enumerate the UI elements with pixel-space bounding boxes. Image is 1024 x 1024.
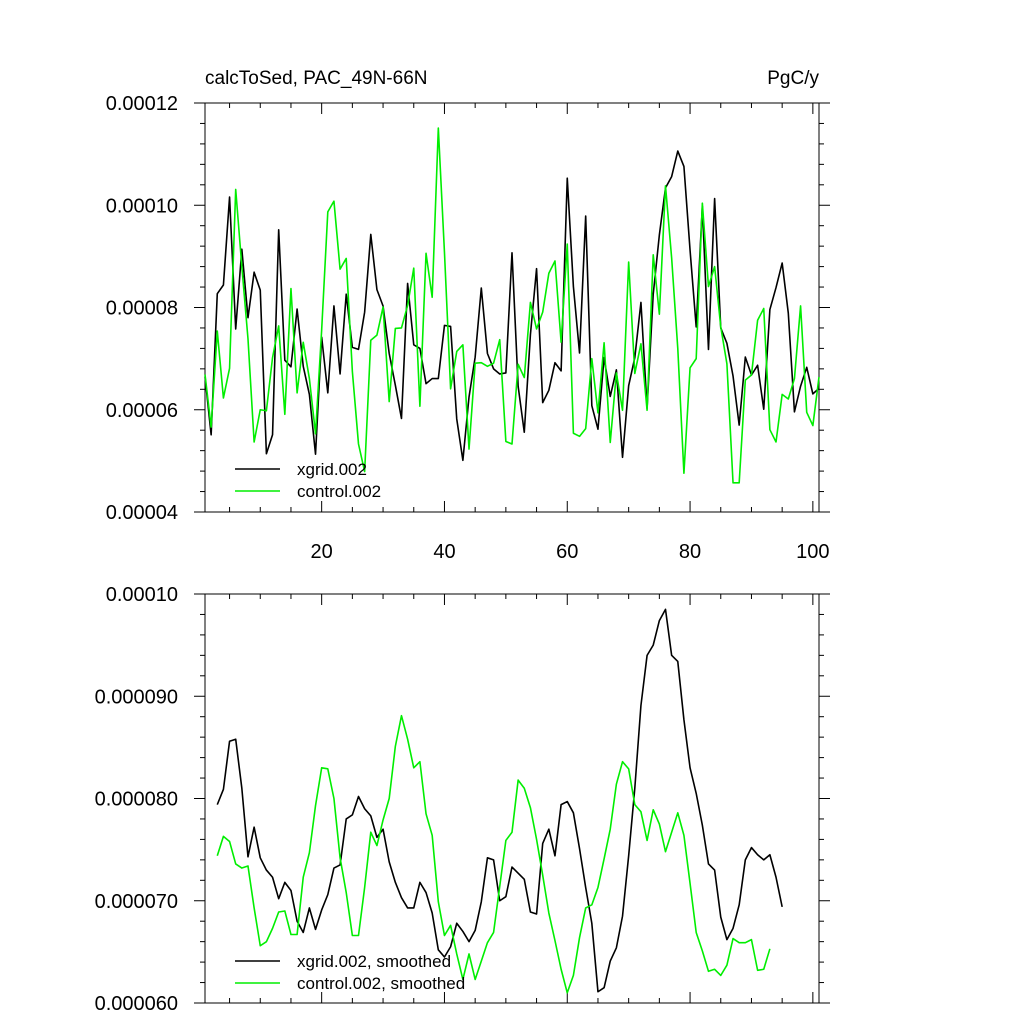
x-tick-label: 100 xyxy=(796,541,829,563)
y-tick-label: 0.00006 xyxy=(106,400,178,422)
x-tick-label: 80 xyxy=(679,541,701,563)
series-line-control-002 xyxy=(204,127,820,484)
y-tick-label: 0.000060 xyxy=(95,993,178,1015)
bottom-plot-frame xyxy=(204,593,820,1004)
y-tick-label: 0.00010 xyxy=(106,195,178,217)
top-axis-ticks xyxy=(194,102,830,513)
bottom-legend: xgrid.002, smoothed control.002, smoothed xyxy=(235,952,465,993)
bottom-axis-ticks xyxy=(194,593,830,1004)
legend-label-control-002: control.002 xyxy=(297,482,381,501)
legend-label-xgrid-002-smoothed: xgrid.002, smoothed xyxy=(297,952,451,971)
y-tick-label: 0.00008 xyxy=(106,298,178,320)
top-panel: calcToSed, PAC_49N-66N PgC/y 20 40 60 80 100… xyxy=(106,68,830,563)
y-tick-label: 0.00010 xyxy=(106,584,178,606)
bottom-series-lines xyxy=(216,608,783,994)
top-plot-frame xyxy=(204,102,820,513)
y-tick-label: 0.00004 xyxy=(106,502,178,524)
legend-label-xgrid-002: xgrid.002 xyxy=(297,460,367,479)
units-label: PgC/y xyxy=(767,68,819,89)
bottom-tick-labels: 0.000060 0.000070 0.000080 0.000090 0.00010 xyxy=(95,584,178,1015)
top-legend: xgrid.002 control.002 xyxy=(235,460,381,501)
y-tick-label: 0.000080 xyxy=(95,789,178,811)
top-series-lines xyxy=(204,127,820,484)
chart-title: calcToSed, PAC_49N-66N xyxy=(205,68,427,89)
y-tick-label: 0.00012 xyxy=(106,93,178,115)
top-tick-labels: 20 40 60 80 100 0.00004 0.00006 0.00008 0.00010 0… xyxy=(106,93,830,563)
bottom-panel: 0.0000600.0000700.0000800.0000900.00010 … xyxy=(95,584,830,1015)
x-tick-label: 40 xyxy=(433,541,455,563)
y-tick-label: 0.000090 xyxy=(95,686,178,708)
series-line-xgrid-002 xyxy=(204,150,820,462)
legend-label-control-002-smoothed: control.002, smoothed xyxy=(297,974,465,993)
x-tick-label: 60 xyxy=(556,541,578,563)
x-tick-label: 20 xyxy=(311,541,333,563)
series-line-xgrid-002-smoothed xyxy=(216,608,783,993)
series-line-control-002-smoothed xyxy=(216,714,771,994)
y-tick-label: 0.000070 xyxy=(95,891,178,913)
